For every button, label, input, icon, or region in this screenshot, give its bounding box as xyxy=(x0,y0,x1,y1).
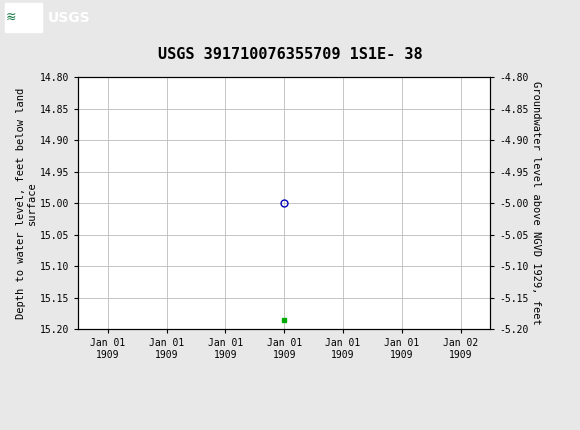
Bar xyxy=(5,3,42,32)
Text: USGS 391710076355709 1S1E- 38: USGS 391710076355709 1S1E- 38 xyxy=(158,46,422,61)
Text: ≋: ≋ xyxy=(6,11,16,24)
Y-axis label: Depth to water level, feet below land
surface: Depth to water level, feet below land su… xyxy=(16,88,37,319)
Text: USGS: USGS xyxy=(48,11,90,25)
Y-axis label: Groundwater level above NGVD 1929, feet: Groundwater level above NGVD 1929, feet xyxy=(531,81,541,325)
